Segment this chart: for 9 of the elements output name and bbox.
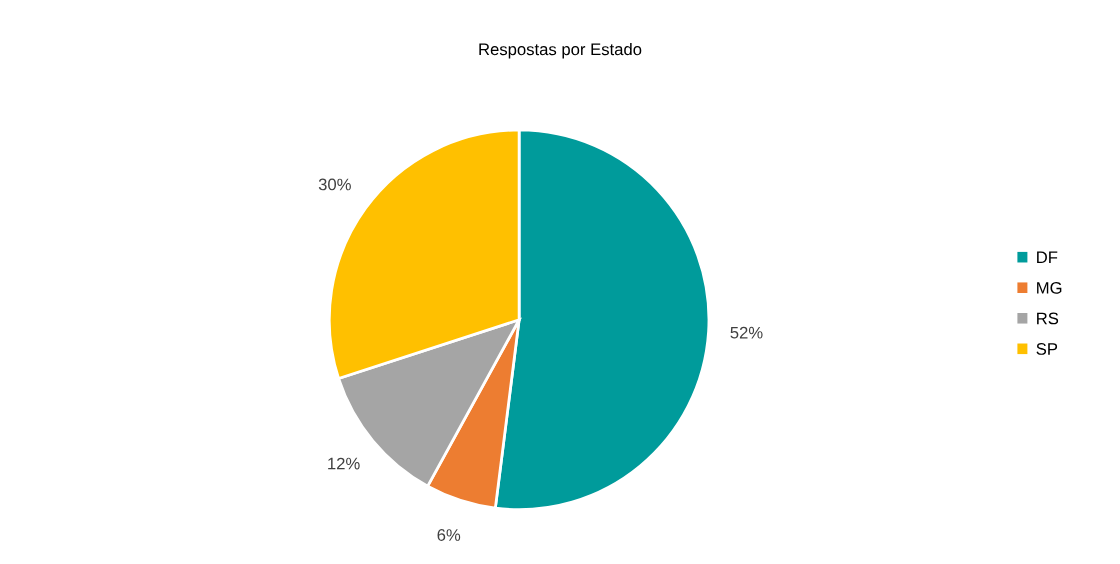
data-label: 12% [328, 457, 360, 470]
legend-label: RS [1037, 312, 1059, 325]
data-label: 6% [437, 529, 461, 541]
legend-label: MG [1037, 281, 1062, 294]
data-label: 52% [730, 326, 763, 339]
legend-label: SP [1036, 343, 1058, 355]
chart-title: Respostas por Estado [479, 42, 642, 59]
legend-label: DF [1037, 251, 1058, 264]
data-label: 30% [318, 178, 351, 191]
